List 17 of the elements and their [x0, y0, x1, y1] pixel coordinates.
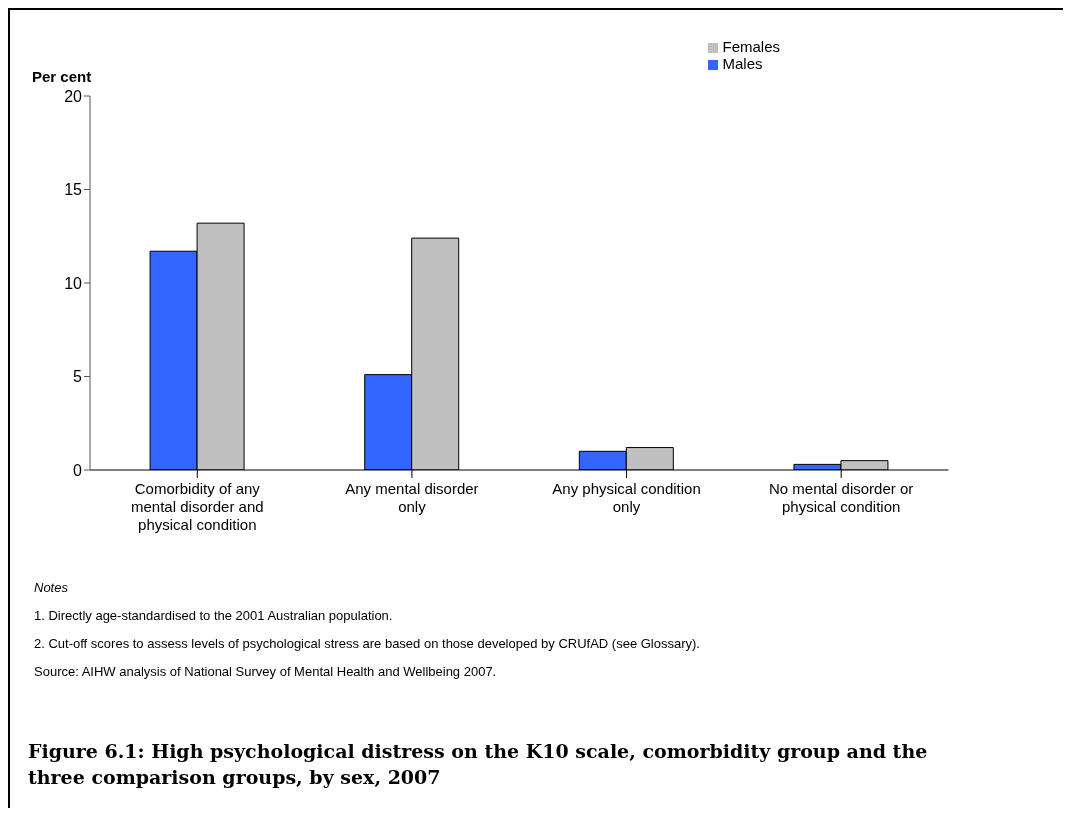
y-tick-label: 0 — [73, 461, 83, 479]
text: 2. Cut-off scores to assess levels of psychological stress are based on those developed by CRUfAD (see Glossary). — [34, 636, 701, 651]
y-tick-label: 10 — [64, 274, 83, 292]
text: 1. Directly age-standardised to the 2001 Australian population. — [34, 608, 394, 623]
y-tick-label: 5 — [73, 368, 83, 386]
text: Figure 6.1: High psychological distress on the K10 scale, comorbidity group and the three comparison groups, by sex, 2007 — [28, 739, 928, 790]
y-tick-label: 20 — [64, 87, 83, 105]
x-tick-label: Comorbidity of any mental disorder and physical condition — [131, 480, 264, 533]
y-tick-label: 15 — [64, 181, 83, 199]
source-note: Source: AIHW analysis of National Survey of Mental Health and Wellbeing 2007. — [34, 664, 498, 679]
legend-label: Males — [722, 55, 763, 72]
x-tick-label: Any mental disorder only — [345, 480, 479, 515]
x-tick-label: Any physical condition only — [552, 480, 701, 515]
x-tick-label: No mental disorder or physical condition — [769, 480, 914, 515]
y-axis-title: Per cent — [32, 68, 92, 85]
text: Notes — [34, 580, 69, 595]
legend-label: Females — [722, 38, 780, 55]
